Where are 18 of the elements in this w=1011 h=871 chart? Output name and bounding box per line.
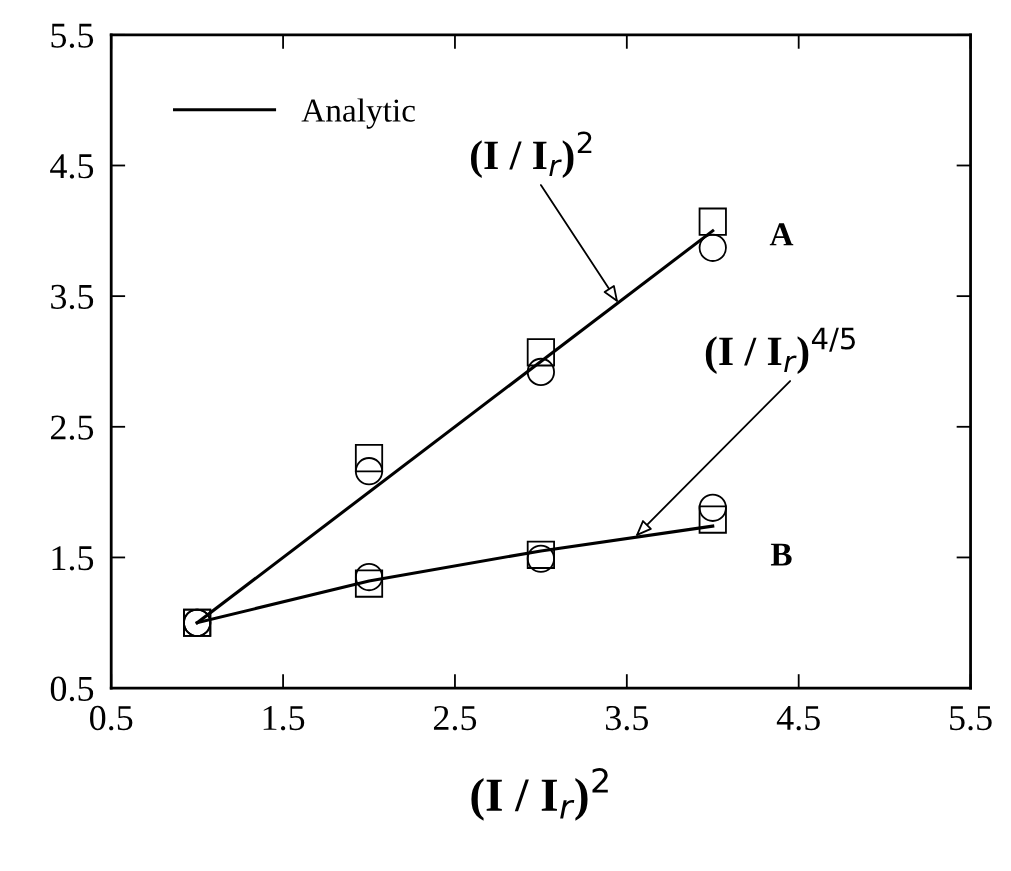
x-tick-label: 0.5	[90, 705, 133, 731]
x-tick-label: 3.5	[605, 705, 648, 731]
y-tick-label: 5.5	[51, 23, 94, 48]
annotation: (I / I$_{r}$)$^{2}$	[471, 131, 592, 178]
x-tick-label: 5.5	[950, 706, 992, 731]
y-tick-label: 2.5	[50, 415, 94, 440]
annotation: B	[770, 543, 792, 566]
legend-label: Analytic	[301, 98, 415, 129]
y-tick-label: 3.5	[51, 284, 94, 310]
annotation: A	[769, 223, 794, 246]
y-tick-label: 4.5	[50, 154, 94, 179]
y-tick-label: 0.5	[50, 676, 94, 702]
annotation: (I / I$_{r}$)$^{4/5}$	[705, 327, 855, 374]
y-tick-label: 1.5	[52, 546, 94, 571]
x-tick-label: 4.5	[776, 706, 820, 731]
x-tick-label: 2.5	[433, 705, 477, 731]
x-tick-label: 1.5	[263, 705, 305, 731]
x-axis-title: (I / I$_{r}$)$^{2}$	[471, 768, 608, 821]
